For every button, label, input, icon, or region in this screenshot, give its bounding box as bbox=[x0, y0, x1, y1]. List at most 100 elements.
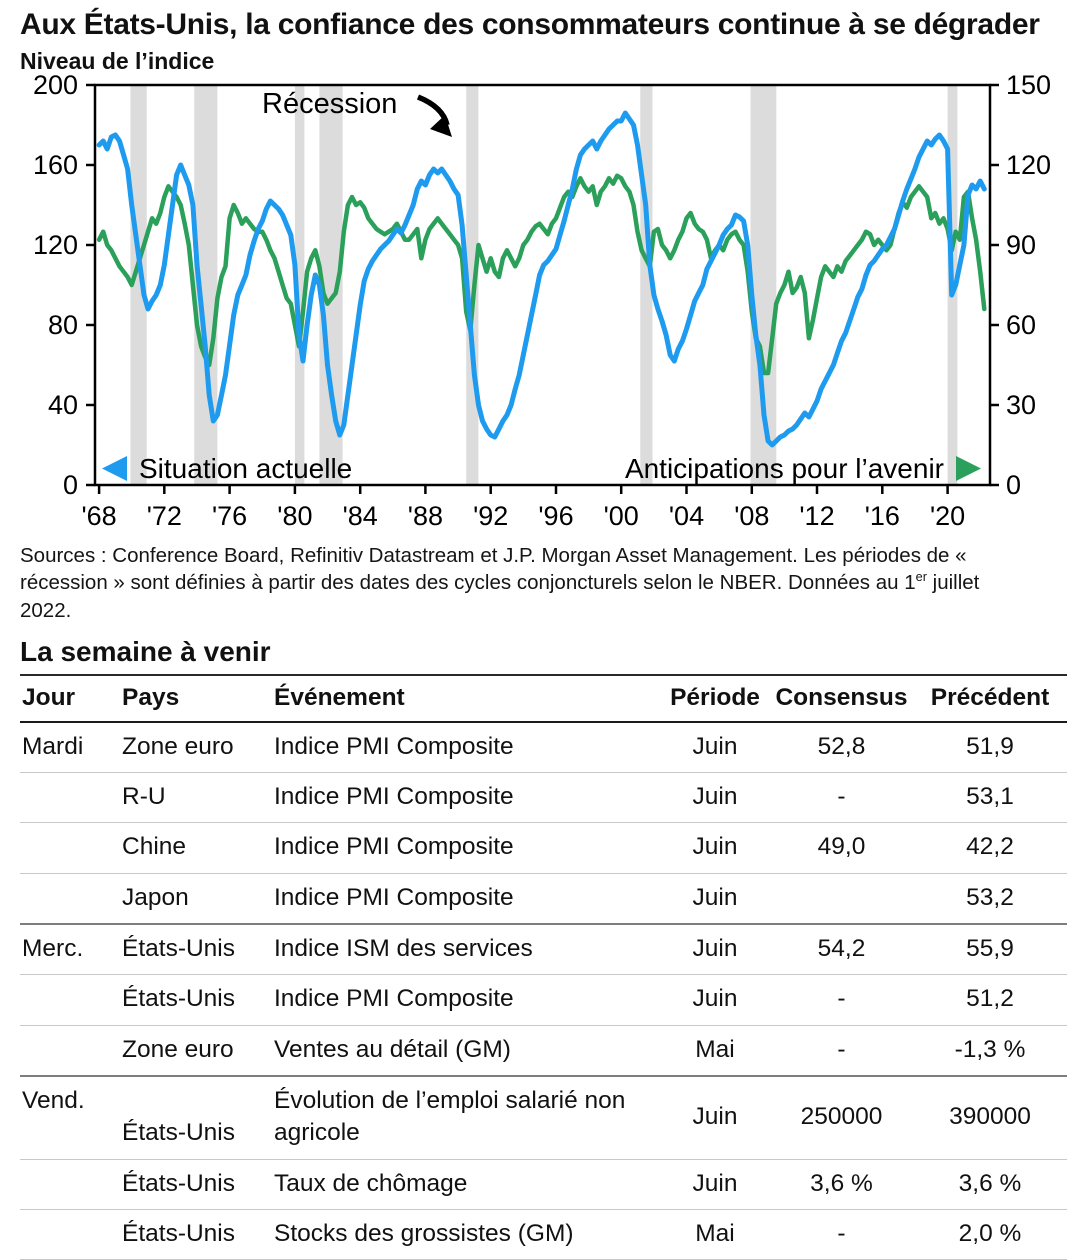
consensus-cell: - bbox=[770, 1209, 915, 1260]
period-cell: Mai bbox=[662, 1025, 770, 1077]
week-ahead-title: La semaine à venir bbox=[20, 635, 271, 667]
day-cell: Mardi bbox=[20, 720, 120, 774]
event-row: Zone euro Ventes au détail (GM) Mai - -1,3 % bbox=[20, 1025, 1067, 1077]
right-axis-label: 120 bbox=[1006, 150, 1051, 180]
left-axis-label: 200 bbox=[33, 75, 78, 100]
col-header-evenement: Événement bbox=[272, 673, 662, 723]
country-cell: États-Unis bbox=[120, 1159, 272, 1211]
day-cell: Vend. bbox=[20, 1075, 120, 1160]
col-header-pays: Pays bbox=[120, 673, 272, 723]
legend-right-arrow-icon bbox=[956, 456, 981, 481]
period-cell: Juin bbox=[662, 873, 770, 925]
chart-title: Aux États-Unis, la confiance des consomm… bbox=[20, 8, 1040, 41]
period-cell: Juin bbox=[662, 1075, 770, 1160]
left-axis-label: 0 bbox=[63, 470, 78, 500]
plot-frame bbox=[93, 83, 992, 487]
legend-left-label: Situation actuelle bbox=[139, 453, 352, 484]
period-cell: Mai bbox=[662, 1209, 770, 1260]
period-cell: Juin bbox=[662, 923, 770, 976]
x-axis-label: '72 bbox=[147, 501, 182, 531]
previous-cell: 51,9 bbox=[915, 720, 1067, 774]
event-cell: Ventes au détail (GM) bbox=[272, 1025, 662, 1077]
previous-cell: 2,0 % bbox=[915, 1209, 1067, 1260]
x-axis-label: '16 bbox=[865, 501, 900, 531]
left-axis-label: 120 bbox=[33, 230, 78, 260]
previous-cell: 53,1 bbox=[915, 772, 1067, 824]
source-text-2: juillet 2022. bbox=[20, 571, 980, 622]
legend-left-arrow-icon bbox=[102, 456, 127, 481]
previous-cell: 55,9 bbox=[915, 923, 1067, 976]
recession-band bbox=[130, 85, 147, 485]
x-axis-label: '92 bbox=[473, 501, 508, 531]
previous-cell: -1,3 % bbox=[915, 1025, 1067, 1077]
event-row: États-Unis Taux de chômage Juin 3,6 % 3,6 % bbox=[20, 1159, 1067, 1211]
event-cell: Indice ISM des services bbox=[272, 923, 662, 976]
day-cell bbox=[20, 822, 120, 874]
event-row: R-U Indice PMI Composite Juin -53,1 bbox=[20, 772, 1067, 824]
chart-figure: 0 40 80 120 160 200 0 30 60 90 120 150 '68 '72 '76 '80 '… bbox=[0, 70, 1087, 536]
country-cell: Zone euro bbox=[120, 1025, 272, 1077]
consensus-cell: 49,0 bbox=[770, 822, 915, 874]
event-row: Merc. États-Unis Indice ISM des services Ju… bbox=[20, 923, 1067, 976]
col-header-consensus: Consensus bbox=[770, 673, 915, 723]
consensus-cell: - bbox=[770, 974, 915, 1026]
country-cell: États-Unis bbox=[120, 974, 272, 1026]
series-situation-actuelle bbox=[96, 110, 987, 448]
event-row: Japon Indice PMI Composite Juin 53,2 bbox=[20, 873, 1067, 925]
day-cell bbox=[20, 873, 120, 925]
country-cell: États-Unis bbox=[120, 1209, 272, 1260]
event-row: Mardi Zone euro Indice PMI Composite Juin 52… bbox=[20, 720, 1067, 774]
right-axis-label: 60 bbox=[1006, 310, 1036, 340]
x-axis-label: '76 bbox=[212, 501, 247, 531]
country-cell: Zone euro bbox=[120, 720, 272, 774]
event-row: États-Unis Indice PMI Composite Juin -51,2 bbox=[20, 974, 1067, 1026]
right-axis-label: 90 bbox=[1006, 230, 1036, 260]
recession-band bbox=[319, 85, 343, 485]
week-ahead-table: Jour Pays Événement Période Consensus Pr… bbox=[20, 673, 1067, 1260]
consumer-confidence-chart: 0 40 80 120 160 200 0 30 60 90 120 150 '68 '72 '76 '80 '… bbox=[33, 70, 1051, 531]
event-cell: Indice PMI Composite bbox=[272, 772, 662, 824]
series-anticipations bbox=[96, 173, 987, 376]
col-header-jour: Jour bbox=[20, 673, 120, 723]
period-cell: Juin bbox=[662, 772, 770, 824]
previous-cell: 51,2 bbox=[915, 974, 1067, 1026]
recession-band bbox=[294, 85, 305, 485]
source-text: Sources : Conference Board, Refinitiv Da… bbox=[20, 544, 967, 595]
day-cell: Merc. bbox=[20, 923, 120, 976]
x-axis-label: '96 bbox=[538, 501, 573, 531]
event-cell: Indice PMI Composite bbox=[272, 974, 662, 1026]
x-axis-label: '12 bbox=[799, 501, 834, 531]
source-superscript: er bbox=[915, 569, 927, 585]
right-axis-label: 30 bbox=[1006, 390, 1036, 420]
x-axis-label: '84 bbox=[343, 501, 378, 531]
consensus-cell bbox=[770, 873, 915, 925]
week-ahead-section: La semaine à venir Jour Pays Événement P… bbox=[0, 636, 1087, 1260]
event-cell: Indice PMI Composite bbox=[272, 822, 662, 874]
day-cell bbox=[20, 772, 120, 824]
consensus-cell: 52,8 bbox=[770, 720, 915, 774]
event-cell: Stocks des grossistes (GM) bbox=[272, 1209, 662, 1260]
previous-cell: 53,2 bbox=[915, 873, 1067, 925]
day-cell bbox=[20, 1209, 120, 1260]
x-axis-label: '80 bbox=[277, 501, 312, 531]
left-axis-label: 80 bbox=[48, 310, 78, 340]
week-ahead-table-body: Mardi Zone euro Indice PMI Composite Juin 52… bbox=[20, 720, 1067, 1260]
country-cell: États-Unis bbox=[120, 1075, 272, 1160]
day-cell bbox=[20, 1025, 120, 1077]
recession-band bbox=[194, 85, 218, 485]
left-axis-label: 160 bbox=[33, 150, 78, 180]
period-cell: Juin bbox=[662, 720, 770, 774]
recession-annotation-arrowhead-icon bbox=[430, 115, 452, 137]
consensus-cell: - bbox=[770, 1025, 915, 1077]
left-axis-label: 40 bbox=[48, 390, 78, 420]
consensus-cell: - bbox=[770, 772, 915, 824]
period-cell: Juin bbox=[662, 974, 770, 1026]
source-note: Sources : Conference Board, Refinitiv Da… bbox=[0, 542, 1010, 624]
period-cell: Juin bbox=[662, 822, 770, 874]
right-axis-label: 0 bbox=[1006, 470, 1021, 500]
country-cell: Chine bbox=[120, 822, 272, 874]
previous-cell: 3,6 % bbox=[915, 1159, 1067, 1211]
x-axis-label: '08 bbox=[734, 501, 769, 531]
x-axis-label: '68 bbox=[82, 501, 117, 531]
event-cell: Taux de chômage bbox=[272, 1159, 662, 1211]
